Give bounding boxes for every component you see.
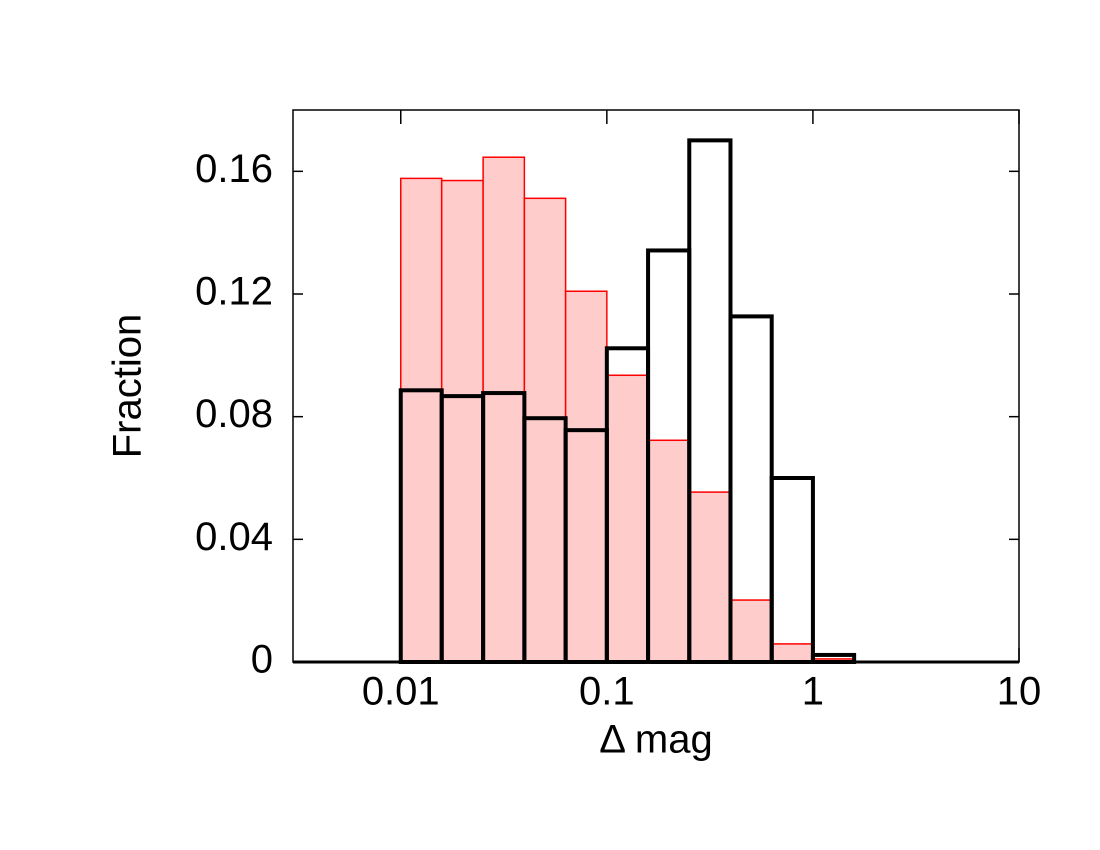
y-tick-label: 0.16 (195, 147, 273, 191)
x-tick-label: 10 (997, 670, 1042, 714)
x-tick-label: 0.01 (362, 670, 440, 714)
y-tick-label: 0.04 (195, 515, 273, 559)
y-axis-label: Fraction (106, 314, 150, 459)
x-axis-label: Δ mag (599, 718, 712, 762)
histogram-bar (770, 643, 814, 663)
histogram-bar (400, 177, 443, 663)
histogram-bar (606, 374, 649, 663)
histogram-bar (564, 290, 608, 663)
histogram-bar (729, 599, 773, 663)
y-tick-label: 0.12 (195, 270, 273, 314)
y-tick-label: 0 (251, 638, 273, 682)
x-tick-label: 0.1 (579, 670, 635, 714)
histogram-bar (482, 156, 526, 663)
histogram-bar (523, 197, 567, 663)
histogram-bar (769, 476, 815, 664)
histogram-bar (647, 439, 691, 663)
histogram-bar (688, 491, 732, 663)
x-tick-label: 1 (802, 670, 824, 714)
y-tick-label: 0.08 (195, 392, 273, 436)
histogram-bar (440, 179, 484, 663)
